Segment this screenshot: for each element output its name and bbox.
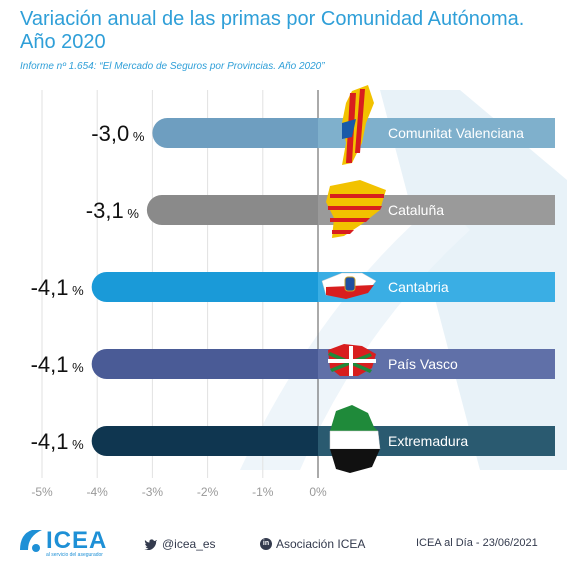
value-labels: -3,0 % -3,1 % -4,1 % -4,1 % -4,1 %	[31, 121, 145, 454]
bar	[91, 426, 318, 456]
value-label: -3,0 %	[91, 121, 145, 146]
value-label: -4,1 %	[31, 352, 85, 377]
icea-logo-tagline: al servicio del asegurador	[46, 552, 103, 558]
region-flags	[321, 85, 386, 473]
twitter-handle: @icea_es	[162, 537, 216, 551]
linkedin-name: Asociación ICEA	[276, 537, 366, 551]
region-flag-icon	[321, 272, 377, 299]
bar-chart: -3,0 % -3,1 % -4,1 % -4,1 % -4,1 % Comunitat…	[31, 85, 567, 499]
region-flag-icon	[326, 180, 386, 238]
x-tick-label: -5%	[31, 485, 53, 499]
category-label: Cataluña	[388, 202, 444, 218]
bar	[146, 195, 318, 225]
bar	[91, 349, 318, 379]
x-tick-label: 0%	[309, 485, 327, 499]
x-tick-label: -3%	[142, 485, 164, 499]
category-labels: Comunitat Valenciana Cataluña Cantabria Paí…	[388, 125, 524, 449]
linkedin-link[interactable]: in Asociación ICEA	[260, 537, 365, 551]
chart-subtitle: Informe nº 1.654: “El Mercado de Seguros…	[20, 61, 325, 72]
value-label: -4,1 %	[31, 429, 85, 454]
region-flag-icon	[328, 344, 376, 376]
icea-logo-text: ICEA	[46, 527, 108, 554]
region-flag-icon	[342, 85, 374, 165]
twitter-bird-icon	[144, 539, 157, 550]
region-flag-icon	[329, 405, 381, 473]
value-label: -3,1 %	[86, 198, 140, 223]
background-swoosh-2	[240, 200, 470, 470]
chart-title: Variación anual de las primas por Comuni…	[20, 8, 525, 53]
bar	[152, 118, 318, 148]
publication-date: ICEA al Día - 23/06/2021	[416, 537, 538, 549]
icea-logo-icon	[20, 530, 42, 552]
value-label: -4,1 %	[31, 275, 85, 300]
category-label: Extremadura	[388, 433, 468, 449]
x-axis-ticks: -5% -4% -3% -2% -1% 0%	[31, 485, 327, 499]
x-tick-label: -2%	[197, 485, 219, 499]
linkedin-icon: in	[260, 538, 272, 550]
footer: ICEA al servicio del asegurador @icea_es…	[0, 520, 567, 567]
x-tick-label: -4%	[87, 485, 109, 499]
x-tick-label: -1%	[252, 485, 274, 499]
category-label: Comunitat Valenciana	[388, 125, 524, 141]
twitter-link[interactable]: @icea_es	[144, 537, 216, 551]
category-label: Cantabria	[388, 279, 449, 295]
bar	[91, 272, 318, 302]
category-label: País Vasco	[388, 356, 458, 372]
